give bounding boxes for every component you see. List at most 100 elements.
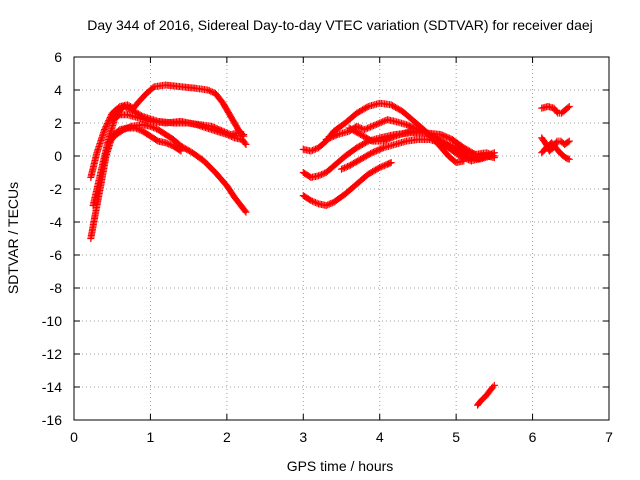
y-tick-label: -14 bbox=[42, 379, 62, 395]
data-point bbox=[489, 383, 497, 391]
series-track-5 bbox=[108, 111, 250, 148]
data-point bbox=[319, 170, 327, 178]
data-point bbox=[308, 197, 316, 205]
data-point bbox=[308, 146, 316, 154]
y-tick-label: 0 bbox=[54, 148, 62, 164]
data-point bbox=[205, 87, 213, 95]
x-tick-label: 7 bbox=[605, 429, 613, 445]
data-point bbox=[162, 139, 170, 147]
data-point bbox=[241, 139, 249, 147]
data-point bbox=[224, 131, 232, 139]
data-point bbox=[316, 171, 324, 179]
x-tick-label: 2 bbox=[223, 429, 231, 445]
series-track-12 bbox=[474, 381, 498, 409]
data-point bbox=[313, 199, 321, 207]
y-tick-label: 2 bbox=[54, 115, 62, 131]
data-point bbox=[241, 207, 249, 215]
data-point bbox=[310, 198, 318, 206]
data-point bbox=[342, 163, 350, 171]
data-point bbox=[564, 104, 572, 112]
data-point bbox=[376, 164, 384, 172]
y-tick-label: -10 bbox=[42, 313, 62, 329]
data-point bbox=[341, 164, 349, 172]
x-tick-label: 1 bbox=[147, 429, 155, 445]
data-point bbox=[120, 103, 128, 110]
data-point bbox=[390, 133, 398, 141]
data-point bbox=[332, 131, 340, 139]
data-point bbox=[565, 137, 573, 145]
data-point bbox=[387, 159, 395, 167]
data-point bbox=[327, 200, 335, 208]
series-track-8 bbox=[299, 159, 395, 209]
data-point bbox=[165, 140, 173, 148]
data-point bbox=[377, 118, 385, 126]
data-point bbox=[490, 381, 498, 389]
data-point bbox=[123, 124, 131, 132]
data-point bbox=[368, 122, 376, 130]
data-layer bbox=[87, 81, 573, 409]
grid-layer bbox=[74, 57, 609, 420]
x-tick-label: 4 bbox=[376, 429, 384, 445]
data-point bbox=[370, 122, 378, 130]
data-point bbox=[564, 138, 572, 146]
data-point bbox=[124, 104, 132, 112]
data-point bbox=[310, 146, 318, 154]
data-point bbox=[374, 120, 382, 128]
series-track-4 bbox=[104, 121, 250, 216]
data-point bbox=[489, 149, 497, 157]
data-point bbox=[166, 141, 174, 149]
plot-frame bbox=[73, 56, 610, 421]
data-point bbox=[312, 145, 320, 153]
data-point bbox=[371, 121, 379, 129]
data-point bbox=[102, 123, 110, 131]
data-point bbox=[458, 146, 466, 154]
x-tick-label: 3 bbox=[299, 429, 307, 445]
data-point bbox=[149, 124, 157, 132]
data-point bbox=[365, 124, 373, 132]
data-point bbox=[151, 124, 159, 132]
data-point bbox=[379, 118, 387, 126]
data-point bbox=[357, 124, 365, 132]
data-point bbox=[379, 162, 387, 170]
data-point bbox=[363, 103, 371, 111]
data-point bbox=[373, 120, 381, 128]
data-point bbox=[229, 133, 237, 141]
y-tick-label: -12 bbox=[42, 346, 62, 362]
data-point bbox=[380, 117, 388, 125]
y-tick-label: -2 bbox=[50, 181, 63, 197]
y-tick-label: -6 bbox=[50, 247, 63, 263]
data-point bbox=[124, 124, 132, 132]
data-point bbox=[307, 197, 315, 205]
y-tick-label: 6 bbox=[54, 49, 62, 65]
data-point bbox=[126, 123, 134, 131]
data-point bbox=[378, 144, 386, 152]
data-point bbox=[208, 88, 216, 96]
x-axis-label: GPS time / hours bbox=[287, 458, 394, 474]
data-point bbox=[315, 172, 323, 180]
y-tick-label: -4 bbox=[50, 214, 63, 230]
data-point bbox=[207, 87, 215, 95]
data-point bbox=[380, 162, 388, 170]
y-tick-label: 4 bbox=[54, 82, 62, 98]
data-point bbox=[121, 103, 129, 111]
x-tick-label: 0 bbox=[70, 429, 78, 445]
data-point bbox=[324, 201, 332, 209]
data-point bbox=[360, 126, 368, 134]
series-track-11 bbox=[345, 124, 498, 165]
data-point bbox=[123, 104, 131, 112]
x-tick-label: 6 bbox=[529, 429, 537, 445]
x-tick-label: 5 bbox=[452, 429, 460, 445]
data-point bbox=[565, 155, 573, 163]
data-point bbox=[101, 124, 109, 132]
data-point bbox=[312, 199, 320, 207]
data-point bbox=[103, 121, 111, 129]
y-axis-label: SDTVAR / TECUs bbox=[5, 182, 21, 294]
data-point bbox=[318, 170, 326, 178]
data-point bbox=[227, 133, 235, 141]
data-point bbox=[242, 140, 250, 148]
y-tick-label: -8 bbox=[50, 280, 63, 296]
data-point bbox=[490, 149, 498, 157]
data-point bbox=[363, 124, 371, 132]
data-point bbox=[367, 136, 375, 144]
